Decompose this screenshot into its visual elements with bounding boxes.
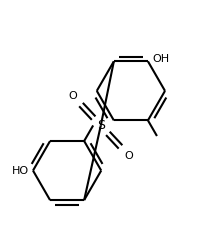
Text: HO: HO bbox=[12, 166, 29, 176]
Text: O: O bbox=[124, 151, 133, 161]
Text: O: O bbox=[68, 91, 77, 101]
Text: OH: OH bbox=[152, 54, 169, 64]
Text: S: S bbox=[97, 119, 105, 132]
